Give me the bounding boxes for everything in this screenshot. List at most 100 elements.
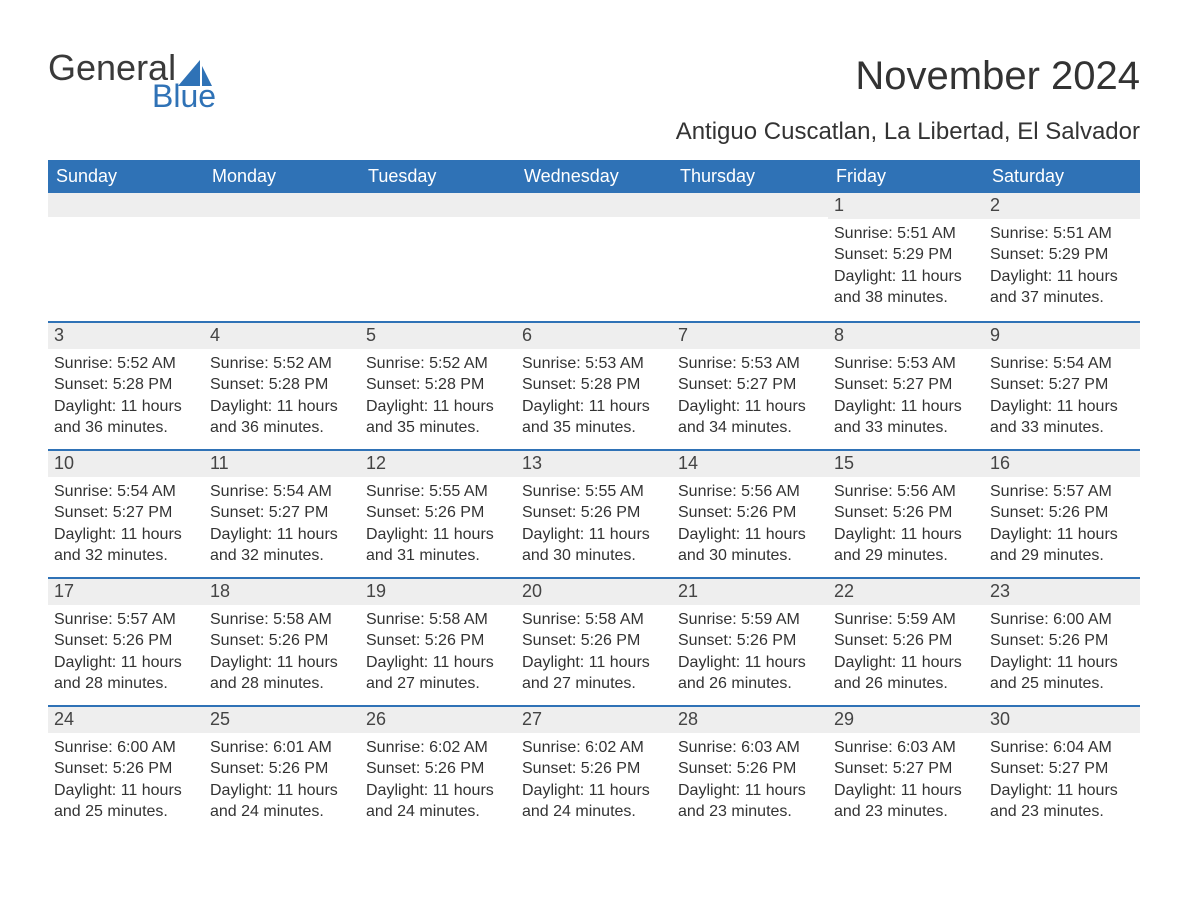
day-sunrise-line: Sunrise: 5:52 AM — [366, 353, 510, 375]
day-sunrise-line: Sunrise: 5:54 AM — [210, 481, 354, 503]
day-day2-line: and 37 minutes. — [990, 287, 1134, 309]
day-day1-line: Daylight: 11 hours — [366, 396, 510, 418]
day-day1-line: Daylight: 11 hours — [366, 780, 510, 802]
day-day2-line: and 31 minutes. — [366, 545, 510, 567]
day-day2-line: and 35 minutes. — [522, 417, 666, 439]
day-cell: 2Sunrise: 5:51 AMSunset: 5:29 PMDaylight… — [984, 193, 1140, 321]
day-day2-line: and 35 minutes. — [366, 417, 510, 439]
day-cell — [672, 193, 828, 321]
day-sunrise-line: Sunrise: 5:53 AM — [834, 353, 978, 375]
day-body: Sunrise: 6:02 AMSunset: 5:26 PMDaylight:… — [516, 733, 672, 831]
day-cell: 5Sunrise: 5:52 AMSunset: 5:28 PMDaylight… — [360, 323, 516, 449]
day-sunset-line: Sunset: 5:26 PM — [522, 502, 666, 524]
day-sunset-line: Sunset: 5:26 PM — [678, 502, 822, 524]
week-row: 3Sunrise: 5:52 AMSunset: 5:28 PMDaylight… — [48, 321, 1140, 449]
day-sunset-line: Sunset: 5:26 PM — [678, 758, 822, 780]
day-day2-line: and 28 minutes. — [54, 673, 198, 695]
day-cell: 9Sunrise: 5:54 AMSunset: 5:27 PMDaylight… — [984, 323, 1140, 449]
day-day2-line: and 23 minutes. — [678, 801, 822, 823]
day-number: 27 — [516, 707, 672, 733]
day-sunset-line: Sunset: 5:26 PM — [522, 630, 666, 652]
day-number: 18 — [204, 579, 360, 605]
day-body: Sunrise: 6:00 AMSunset: 5:26 PMDaylight:… — [984, 605, 1140, 703]
day-cell — [360, 193, 516, 321]
day-body: Sunrise: 6:02 AMSunset: 5:26 PMDaylight:… — [360, 733, 516, 831]
day-sunrise-line: Sunrise: 6:00 AM — [54, 737, 198, 759]
day-number: 11 — [204, 451, 360, 477]
day-cell: 14Sunrise: 5:56 AMSunset: 5:26 PMDayligh… — [672, 451, 828, 577]
day-cell: 25Sunrise: 6:01 AMSunset: 5:26 PMDayligh… — [204, 707, 360, 833]
week-row: 10Sunrise: 5:54 AMSunset: 5:27 PMDayligh… — [48, 449, 1140, 577]
day-day2-line: and 36 minutes. — [54, 417, 198, 439]
day-day1-line: Daylight: 11 hours — [54, 524, 198, 546]
day-cell: 18Sunrise: 5:58 AMSunset: 5:26 PMDayligh… — [204, 579, 360, 705]
day-sunrise-line: Sunrise: 5:55 AM — [522, 481, 666, 503]
day-day2-line: and 23 minutes. — [834, 801, 978, 823]
day-day2-line: and 29 minutes. — [834, 545, 978, 567]
day-cell: 17Sunrise: 5:57 AMSunset: 5:26 PMDayligh… — [48, 579, 204, 705]
day-sunset-line: Sunset: 5:28 PM — [54, 374, 198, 396]
day-body: Sunrise: 5:56 AMSunset: 5:26 PMDaylight:… — [828, 477, 984, 575]
header-row: General Blue November 2024 — [48, 50, 1140, 112]
day-number — [48, 193, 204, 217]
day-day2-line: and 26 minutes. — [678, 673, 822, 695]
day-day1-line: Daylight: 11 hours — [990, 266, 1134, 288]
day-sunrise-line: Sunrise: 6:00 AM — [990, 609, 1134, 631]
day-of-week-header: SundayMondayTuesdayWednesdayThursdayFrid… — [48, 160, 1140, 193]
day-sunrise-line: Sunrise: 5:51 AM — [990, 223, 1134, 245]
day-day2-line: and 32 minutes. — [210, 545, 354, 567]
day-day2-line: and 28 minutes. — [210, 673, 354, 695]
dow-cell: Saturday — [984, 160, 1140, 193]
day-body: Sunrise: 6:01 AMSunset: 5:26 PMDaylight:… — [204, 733, 360, 831]
day-number: 12 — [360, 451, 516, 477]
day-day1-line: Daylight: 11 hours — [522, 780, 666, 802]
calendar-page: General Blue November 2024 Antiguo Cusca… — [0, 0, 1188, 873]
day-cell: 28Sunrise: 6:03 AMSunset: 5:26 PMDayligh… — [672, 707, 828, 833]
day-cell: 24Sunrise: 6:00 AMSunset: 5:26 PMDayligh… — [48, 707, 204, 833]
day-day2-line: and 32 minutes. — [54, 545, 198, 567]
dow-cell: Tuesday — [360, 160, 516, 193]
day-number: 4 — [204, 323, 360, 349]
day-day1-line: Daylight: 11 hours — [54, 396, 198, 418]
day-number: 30 — [984, 707, 1140, 733]
day-sunset-line: Sunset: 5:26 PM — [366, 502, 510, 524]
day-sunrise-line: Sunrise: 5:59 AM — [834, 609, 978, 631]
day-day2-line: and 34 minutes. — [678, 417, 822, 439]
day-body: Sunrise: 5:52 AMSunset: 5:28 PMDaylight:… — [48, 349, 204, 447]
day-sunset-line: Sunset: 5:26 PM — [990, 630, 1134, 652]
day-cell: 23Sunrise: 6:00 AMSunset: 5:26 PMDayligh… — [984, 579, 1140, 705]
day-number: 20 — [516, 579, 672, 605]
day-body: Sunrise: 5:58 AMSunset: 5:26 PMDaylight:… — [204, 605, 360, 703]
week-row: 1Sunrise: 5:51 AMSunset: 5:29 PMDaylight… — [48, 193, 1140, 321]
day-day1-line: Daylight: 11 hours — [678, 780, 822, 802]
day-sunrise-line: Sunrise: 5:58 AM — [522, 609, 666, 631]
day-day1-line: Daylight: 11 hours — [678, 396, 822, 418]
day-cell: 20Sunrise: 5:58 AMSunset: 5:26 PMDayligh… — [516, 579, 672, 705]
day-body: Sunrise: 5:51 AMSunset: 5:29 PMDaylight:… — [828, 219, 984, 317]
day-cell: 22Sunrise: 5:59 AMSunset: 5:26 PMDayligh… — [828, 579, 984, 705]
day-sunset-line: Sunset: 5:26 PM — [210, 630, 354, 652]
day-body: Sunrise: 5:52 AMSunset: 5:28 PMDaylight:… — [360, 349, 516, 447]
day-sunrise-line: Sunrise: 5:58 AM — [366, 609, 510, 631]
day-body: Sunrise: 5:51 AMSunset: 5:29 PMDaylight:… — [984, 219, 1140, 317]
day-day2-line: and 38 minutes. — [834, 287, 978, 309]
day-day1-line: Daylight: 11 hours — [990, 396, 1134, 418]
day-sunrise-line: Sunrise: 6:03 AM — [834, 737, 978, 759]
day-sunrise-line: Sunrise: 6:02 AM — [366, 737, 510, 759]
day-day2-line: and 26 minutes. — [834, 673, 978, 695]
day-number: 28 — [672, 707, 828, 733]
day-sunrise-line: Sunrise: 5:56 AM — [834, 481, 978, 503]
day-day1-line: Daylight: 11 hours — [210, 780, 354, 802]
day-cell: 26Sunrise: 6:02 AMSunset: 5:26 PMDayligh… — [360, 707, 516, 833]
day-body: Sunrise: 5:54 AMSunset: 5:27 PMDaylight:… — [984, 349, 1140, 447]
day-day1-line: Daylight: 11 hours — [522, 396, 666, 418]
day-number: 7 — [672, 323, 828, 349]
day-body: Sunrise: 5:53 AMSunset: 5:27 PMDaylight:… — [672, 349, 828, 447]
day-sunset-line: Sunset: 5:26 PM — [678, 630, 822, 652]
dow-cell: Thursday — [672, 160, 828, 193]
day-sunset-line: Sunset: 5:26 PM — [54, 630, 198, 652]
day-body: Sunrise: 6:00 AMSunset: 5:26 PMDaylight:… — [48, 733, 204, 831]
week-row: 24Sunrise: 6:00 AMSunset: 5:26 PMDayligh… — [48, 705, 1140, 833]
day-sunrise-line: Sunrise: 5:52 AM — [210, 353, 354, 375]
brand-logo: General Blue — [48, 50, 216, 112]
